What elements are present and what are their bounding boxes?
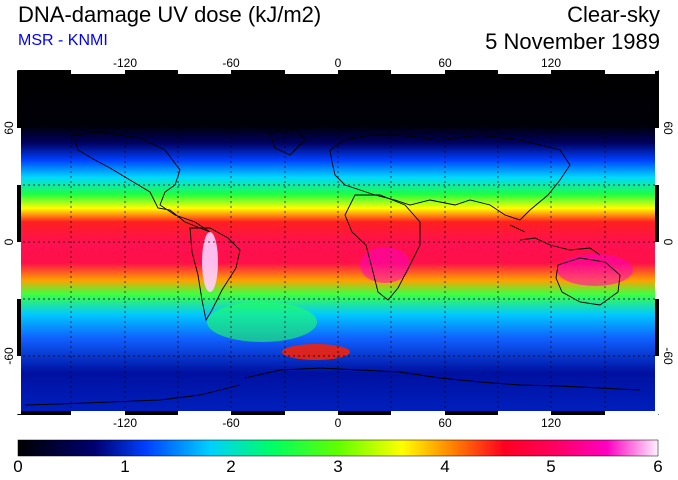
colorbar-tick-label: 1 [120,457,130,476]
antarctic-hotspot [282,344,350,360]
lat-label-right: 60 [661,121,675,135]
south-atlantic-anomaly [207,302,317,342]
lon-label-top: 120 [541,56,561,70]
colorbar-tick-label: 3 [333,457,343,476]
colorbar-tick-label: 0 [13,457,23,476]
frame-ticks [17,70,659,415]
andes-peak [202,232,218,292]
lon-label-bottom: 0 [335,416,342,430]
colorbar [17,439,659,457]
lat-label-left: 60 [2,121,16,135]
lat-label-right: -60 [661,347,675,365]
map-title: DNA-damage UV dose (kJ/m2) [18,2,322,27]
colorbar-tick-label: 6 [653,457,663,476]
lon-label-top: 0 [335,56,342,70]
date-label: 5 November 1989 [485,29,660,54]
colorbar-tick-label: 5 [546,457,556,476]
lon-label-bottom: 60 [438,416,452,430]
colorbar-tick-label: 4 [440,457,450,476]
colorbar-tick-label: 2 [226,457,236,476]
lon-label-top: 60 [438,56,452,70]
lon-label-bottom: -60 [222,416,240,430]
lon-label-top: -60 [222,56,240,70]
coastlines [24,127,641,406]
africa-high [360,247,410,283]
australia-high [557,254,633,286]
lat-label-left: 0 [2,238,16,245]
lon-label-bottom: 120 [541,416,561,430]
lon-label-bottom: -120 [113,416,137,430]
graticule [18,71,658,414]
sky-condition-label: Clear-sky [567,2,660,27]
lon-label-top: -120 [113,56,137,70]
lat-label-left: -60 [2,347,16,365]
credit-label: MSR - KNMI [18,32,108,49]
lat-label-right: 0 [661,239,675,246]
